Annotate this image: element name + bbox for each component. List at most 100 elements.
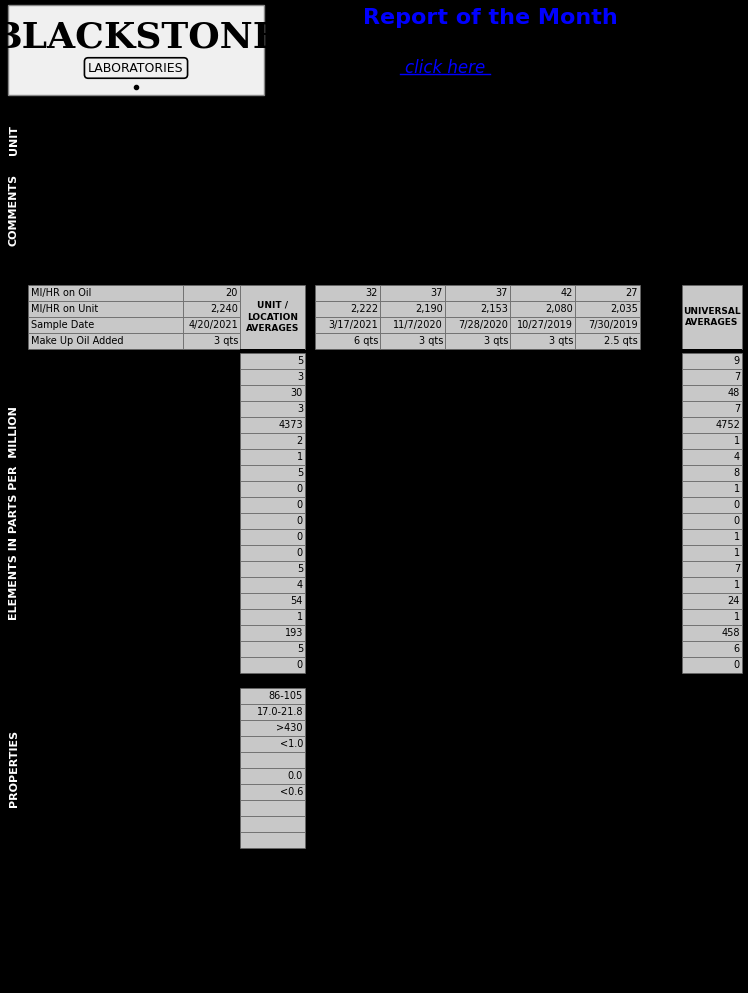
Bar xyxy=(682,625,742,641)
Bar xyxy=(315,301,380,317)
Text: 7: 7 xyxy=(734,404,740,414)
Bar xyxy=(682,529,742,545)
Text: 0: 0 xyxy=(297,532,303,542)
Text: LABORATORIES: LABORATORIES xyxy=(88,62,184,74)
Bar xyxy=(240,625,305,641)
Bar xyxy=(240,609,305,625)
Text: 20: 20 xyxy=(226,288,238,298)
Text: 0: 0 xyxy=(734,500,740,510)
Bar xyxy=(240,577,305,593)
Text: 4373: 4373 xyxy=(278,420,303,430)
Bar xyxy=(575,317,640,333)
Text: 54: 54 xyxy=(291,596,303,606)
Bar xyxy=(380,317,445,333)
Bar xyxy=(240,353,305,369)
Text: 48: 48 xyxy=(728,388,740,398)
Text: 0.0: 0.0 xyxy=(288,771,303,781)
Text: 7: 7 xyxy=(734,564,740,574)
Text: MI/HR on Oil: MI/HR on Oil xyxy=(31,288,91,298)
Bar xyxy=(240,497,305,513)
Bar xyxy=(183,317,240,333)
Text: <1.0: <1.0 xyxy=(280,739,303,749)
Text: 0: 0 xyxy=(297,660,303,670)
Bar xyxy=(240,561,305,577)
Bar xyxy=(240,465,305,481)
Bar xyxy=(240,449,305,465)
Text: 3 qts: 3 qts xyxy=(548,336,573,346)
Bar xyxy=(240,349,305,353)
Bar xyxy=(682,609,742,625)
Bar xyxy=(445,285,510,301)
Bar xyxy=(445,301,510,317)
Text: <0.6: <0.6 xyxy=(280,787,303,797)
Text: 9: 9 xyxy=(734,356,740,366)
Text: 7/30/2019: 7/30/2019 xyxy=(589,320,638,330)
Bar xyxy=(575,301,640,317)
Text: 5: 5 xyxy=(297,468,303,478)
Text: 0: 0 xyxy=(297,500,303,510)
Bar xyxy=(240,784,305,800)
Text: 1: 1 xyxy=(297,452,303,462)
Text: UNIVERSAL
AVERAGES: UNIVERSAL AVERAGES xyxy=(683,307,741,328)
Bar xyxy=(510,285,575,301)
Text: 2,153: 2,153 xyxy=(480,304,508,314)
Text: 10/27/2019: 10/27/2019 xyxy=(517,320,573,330)
Text: COMMENTS: COMMENTS xyxy=(9,174,19,246)
Text: 5: 5 xyxy=(297,564,303,574)
Text: 6: 6 xyxy=(734,644,740,654)
Text: BLACKSTONE: BLACKSTONE xyxy=(0,20,280,54)
Text: 1: 1 xyxy=(734,436,740,446)
Text: 17.0-21.8: 17.0-21.8 xyxy=(257,707,303,717)
Bar xyxy=(682,401,742,417)
Text: 2,222: 2,222 xyxy=(350,304,378,314)
Text: 3: 3 xyxy=(297,404,303,414)
Text: 5: 5 xyxy=(297,644,303,654)
Bar xyxy=(240,720,305,736)
Text: 0: 0 xyxy=(297,516,303,526)
Bar xyxy=(682,349,742,353)
Bar xyxy=(315,333,380,349)
Bar xyxy=(682,385,742,401)
Bar xyxy=(682,657,742,673)
Text: 8: 8 xyxy=(734,468,740,478)
Bar xyxy=(183,301,240,317)
Text: 27: 27 xyxy=(625,288,638,298)
Bar xyxy=(240,641,305,657)
Bar xyxy=(240,529,305,545)
Text: 1: 1 xyxy=(734,484,740,494)
Text: 4/20/2021: 4/20/2021 xyxy=(188,320,238,330)
Text: 2: 2 xyxy=(297,436,303,446)
Bar xyxy=(8,5,264,95)
Bar xyxy=(380,333,445,349)
Text: 2,035: 2,035 xyxy=(610,304,638,314)
Text: >430: >430 xyxy=(277,723,303,733)
Bar xyxy=(445,333,510,349)
Text: click here: click here xyxy=(405,59,485,77)
Text: 2,190: 2,190 xyxy=(415,304,443,314)
Text: 1: 1 xyxy=(734,532,740,542)
Text: 11/7/2020: 11/7/2020 xyxy=(393,320,443,330)
Bar xyxy=(240,401,305,417)
Bar xyxy=(240,752,305,768)
Bar xyxy=(183,285,240,301)
Bar xyxy=(240,768,305,784)
Bar xyxy=(682,513,742,529)
Text: 86-105: 86-105 xyxy=(269,691,303,701)
Text: 4: 4 xyxy=(297,580,303,590)
Bar xyxy=(240,385,305,401)
Text: 1: 1 xyxy=(734,612,740,622)
Bar xyxy=(682,449,742,465)
Bar xyxy=(240,736,305,752)
Bar xyxy=(240,832,305,848)
Text: UNIT: UNIT xyxy=(9,125,19,155)
Text: 4: 4 xyxy=(734,452,740,462)
Text: 2,240: 2,240 xyxy=(210,304,238,314)
Bar xyxy=(682,577,742,593)
Text: 30: 30 xyxy=(291,388,303,398)
Bar xyxy=(28,285,183,301)
Bar xyxy=(240,657,305,673)
Bar xyxy=(315,317,380,333)
Text: 6 qts: 6 qts xyxy=(354,336,378,346)
Text: 42: 42 xyxy=(560,288,573,298)
Bar xyxy=(380,301,445,317)
